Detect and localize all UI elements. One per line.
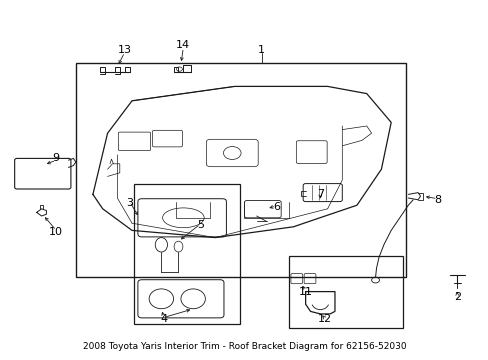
Text: 3: 3 xyxy=(126,198,133,208)
Bar xyxy=(288,256,403,328)
Text: 8: 8 xyxy=(433,195,440,205)
Text: 12: 12 xyxy=(318,314,331,324)
Text: 4: 4 xyxy=(160,314,167,324)
Text: 1: 1 xyxy=(258,45,264,55)
Bar xyxy=(134,184,239,324)
Text: 13: 13 xyxy=(118,45,131,55)
Text: 2008 Toyota Yaris Interior Trim - Roof Bracket Diagram for 62156-52030: 2008 Toyota Yaris Interior Trim - Roof B… xyxy=(82,342,406,351)
Text: 2: 2 xyxy=(453,292,460,302)
Text: 14: 14 xyxy=(176,40,190,50)
Text: 11: 11 xyxy=(298,287,312,297)
Text: 5: 5 xyxy=(197,220,203,230)
Text: 9: 9 xyxy=(53,153,60,163)
Text: 6: 6 xyxy=(272,202,279,212)
Text: 7: 7 xyxy=(316,189,323,199)
Bar xyxy=(76,63,405,277)
Text: 10: 10 xyxy=(49,227,63,237)
